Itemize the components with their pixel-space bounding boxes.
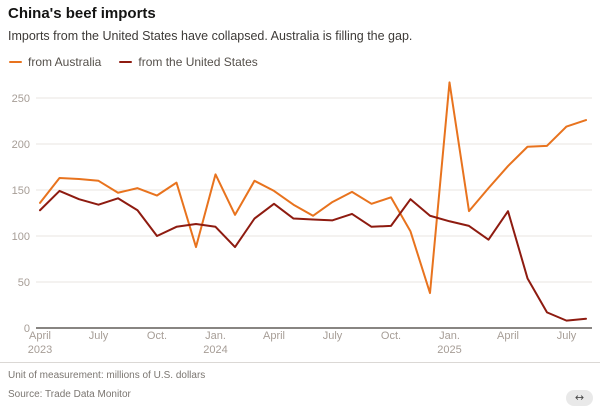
svg-text:July: July (557, 330, 577, 342)
svg-text:2025: 2025 (437, 344, 461, 356)
svg-text:2024: 2024 (203, 344, 227, 356)
svg-text:2023: 2023 (28, 344, 52, 356)
chart-title: China's beef imports (8, 5, 156, 22)
svg-text:200: 200 (12, 139, 30, 151)
svg-text:July: July (323, 330, 343, 342)
svg-text:Oct.: Oct. (147, 330, 167, 342)
resize-arrows-icon: ↔ (574, 391, 585, 404)
svg-text:July: July (89, 330, 109, 342)
svg-text:150: 150 (12, 185, 30, 197)
unit-note: Unit of measurement: millions of U.S. do… (8, 370, 206, 381)
svg-text:100: 100 (12, 231, 30, 243)
svg-text:April: April (497, 330, 519, 342)
legend-label-united-states: from the United States (138, 55, 258, 69)
svg-text:0: 0 (24, 323, 30, 335)
source-note: Source: Trade Data Monitor (8, 389, 131, 400)
svg-text:April: April (263, 330, 285, 342)
footer-divider (0, 362, 600, 363)
legend-item-australia: from Australia (9, 55, 101, 69)
svg-text:Jan.: Jan. (439, 330, 460, 342)
chart-subtitle: Imports from the United States have coll… (8, 29, 413, 43)
line-chart: 0 50 100 150 200 250 April 2023 July Oct. Jan. 2024… (12, 81, 592, 356)
svg-text:Oct.: Oct. (381, 330, 401, 342)
svg-text:April: April (29, 330, 51, 342)
legend-swatch-australia-icon (9, 60, 22, 64)
legend-swatch-united-states-icon (119, 60, 133, 64)
svg-text:Jan.: Jan. (205, 330, 226, 342)
resize-button[interactable]: ↔ (566, 390, 593, 406)
svg-text:50: 50 (18, 277, 30, 289)
legend: from Australia from the United States (9, 55, 258, 69)
svg-text:250: 250 (12, 93, 30, 105)
legend-label-australia: from Australia (28, 55, 102, 69)
legend-item-united-states: from the United States (119, 55, 258, 69)
